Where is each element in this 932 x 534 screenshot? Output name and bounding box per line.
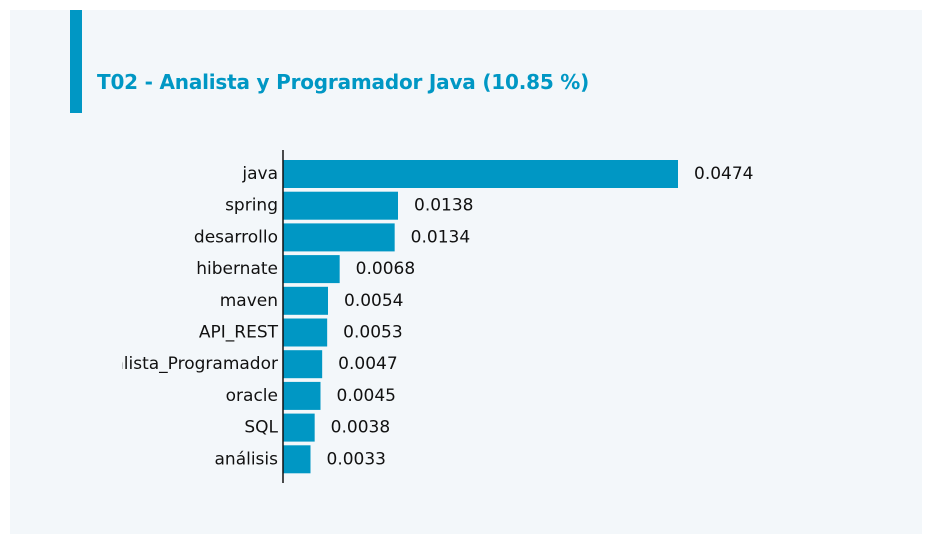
category-label: SQL <box>244 418 278 438</box>
bar <box>283 350 323 379</box>
category-label: oracle <box>226 386 278 406</box>
chart-card <box>10 10 922 534</box>
bar <box>283 413 315 442</box>
bar <box>283 223 395 252</box>
value-label: 0.0138 <box>414 196 473 216</box>
chart-title: T02 - Analista y Programador Java (10.85… <box>97 70 590 94</box>
value-label: 0.0033 <box>327 449 386 469</box>
category-label: maven <box>220 291 278 311</box>
bar <box>283 191 398 220</box>
value-label: 0.0045 <box>337 386 396 406</box>
value-label: 0.0038 <box>331 418 390 438</box>
category-label: hibernate <box>196 259 278 279</box>
bar <box>283 160 678 188</box>
value-label: 0.0068 <box>356 259 415 279</box>
category-label: java <box>241 164 278 184</box>
value-label: 0.0047 <box>338 354 397 374</box>
value-label: 0.0134 <box>411 227 470 247</box>
bar <box>283 381 321 410</box>
category-label: análisis <box>215 449 279 469</box>
bar <box>283 255 340 284</box>
value-label: 0.0053 <box>343 323 402 343</box>
category-labels: java spring desarrollo hibernate maven API_RE… <box>91 164 279 469</box>
value-label: 0.0474 <box>694 164 753 184</box>
category-label: spring <box>225 196 278 216</box>
value-labels: 0.0474 0.0138 0.0134 0.0068 0.0054 0.0053 0.00… <box>327 164 754 469</box>
bar <box>283 445 311 474</box>
category-label: desarrollo <box>194 227 278 247</box>
value-label: 0.0054 <box>344 291 403 311</box>
title-accent-bar <box>70 10 82 113</box>
bars <box>283 160 678 474</box>
bar <box>283 318 328 347</box>
category-label: API_REST <box>199 323 279 343</box>
category-label: Analista_Programador <box>91 354 278 374</box>
bar <box>283 286 328 315</box>
